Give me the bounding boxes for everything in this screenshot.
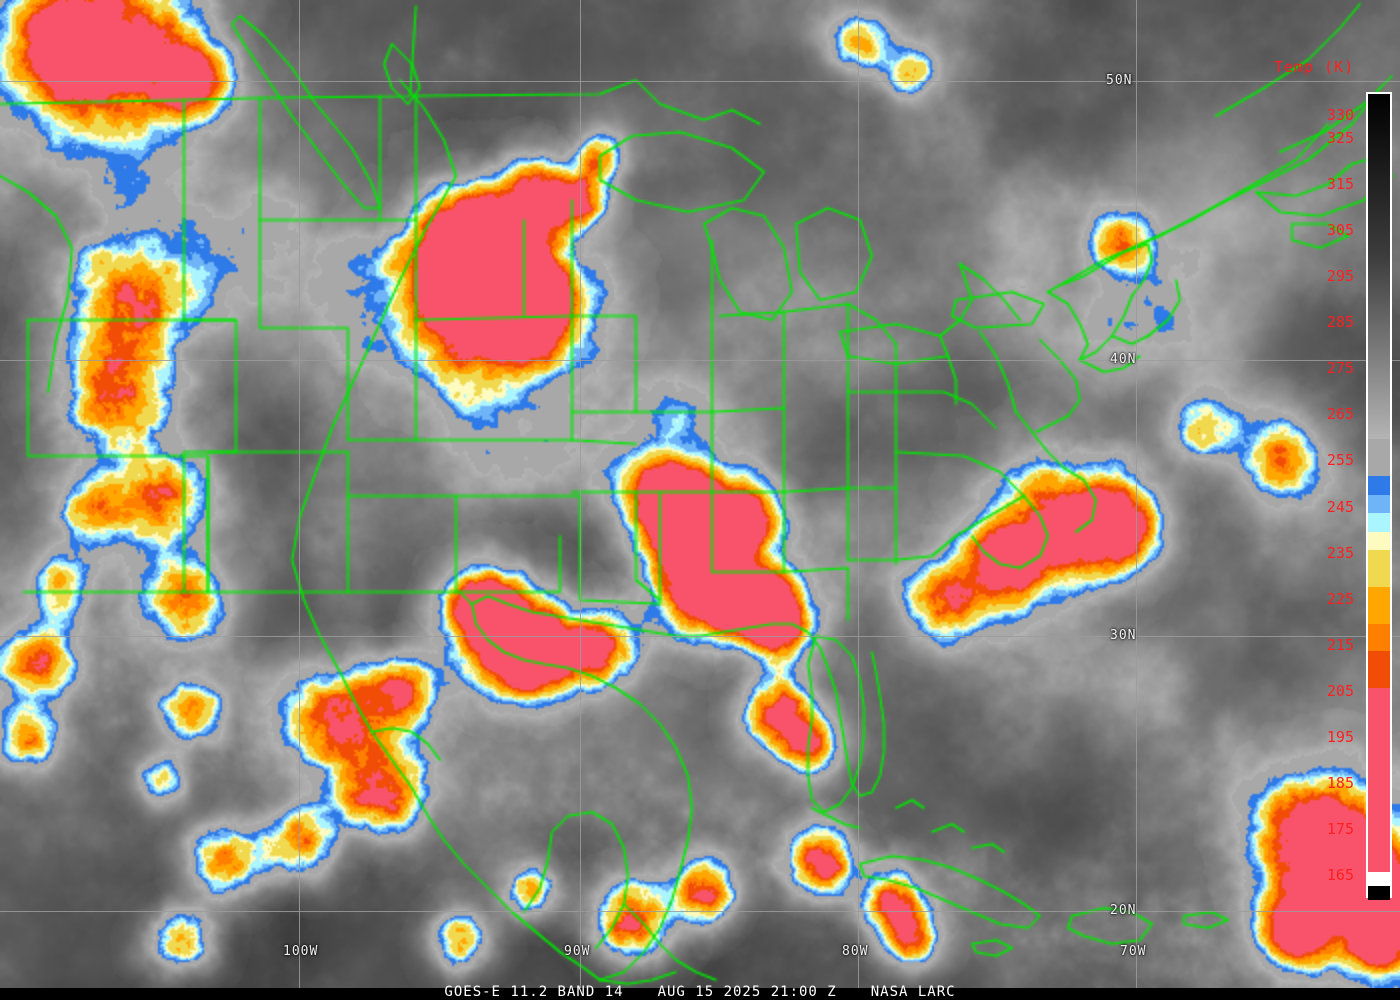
caption-bar (0, 988, 1400, 1000)
colorbar-segment (1368, 623, 1390, 652)
colorbar-tick-label: 325 (1326, 129, 1354, 148)
colorbar-tick-label: 175 (1326, 819, 1354, 838)
colorbar-tick-label: 330 (1326, 106, 1354, 125)
caption-text-row: GOES-E 11.2 BAND 14 AUG 15 2025 21:00 Z … (0, 984, 1400, 1000)
colorbar-tick-label: 245 (1326, 497, 1354, 516)
colorbar-segment (1368, 531, 1390, 550)
temperature-colorbar: Temp (K) 330 325 315 305 295 285 275 265 255 245 2… (1274, 58, 1396, 900)
colorbar-tick-label: 275 (1326, 359, 1354, 378)
colorbar-tick-label: 215 (1326, 635, 1354, 654)
colorbar-tick-label: 195 (1326, 727, 1354, 746)
colorbar-tick-label: 305 (1326, 221, 1354, 240)
colorbar-segment (1368, 255, 1390, 440)
colorbar-tick-label: 205 (1326, 681, 1354, 700)
colorbar-segment (1368, 872, 1390, 887)
colorbar-segment (1368, 513, 1390, 532)
colorbar-tick-label: 265 (1326, 405, 1354, 424)
colorbar-segment (1368, 94, 1390, 256)
colorbar-segment (1368, 886, 1390, 900)
colorbar-tick-label: 255 (1326, 451, 1354, 470)
colorbar-segment (1368, 688, 1390, 873)
colorbar-tick-label: 165 (1326, 865, 1354, 884)
colorbar-tick-label: 225 (1326, 589, 1354, 608)
colorbar-tick-label: 295 (1326, 267, 1354, 286)
colorbar-tick-label: 185 (1326, 773, 1354, 792)
colorbar-title: Temp (K) (1274, 58, 1355, 76)
colorbar-segment (1368, 476, 1390, 495)
colorbar-frame (1366, 92, 1392, 900)
colorbar-segment (1368, 494, 1390, 514)
caption-datetime: AUG 15 2025 21:00 Z (657, 984, 837, 1000)
colorbar-tick-label: 235 (1326, 543, 1354, 562)
colorbar-segment (1368, 549, 1390, 587)
caption-provider: NASA LARC (870, 984, 956, 1000)
colorbar-segment (1368, 586, 1390, 624)
colorbar-tick-label: 315 (1326, 175, 1354, 194)
colorbar-gradient (1368, 94, 1390, 900)
colorbar-tick-label: 285 (1326, 313, 1354, 332)
colorbar-segment (1368, 439, 1390, 477)
caption-satellite-channel: GOES-E 11.2 BAND 14 (444, 984, 624, 1000)
colorbar-segment (1368, 651, 1390, 689)
